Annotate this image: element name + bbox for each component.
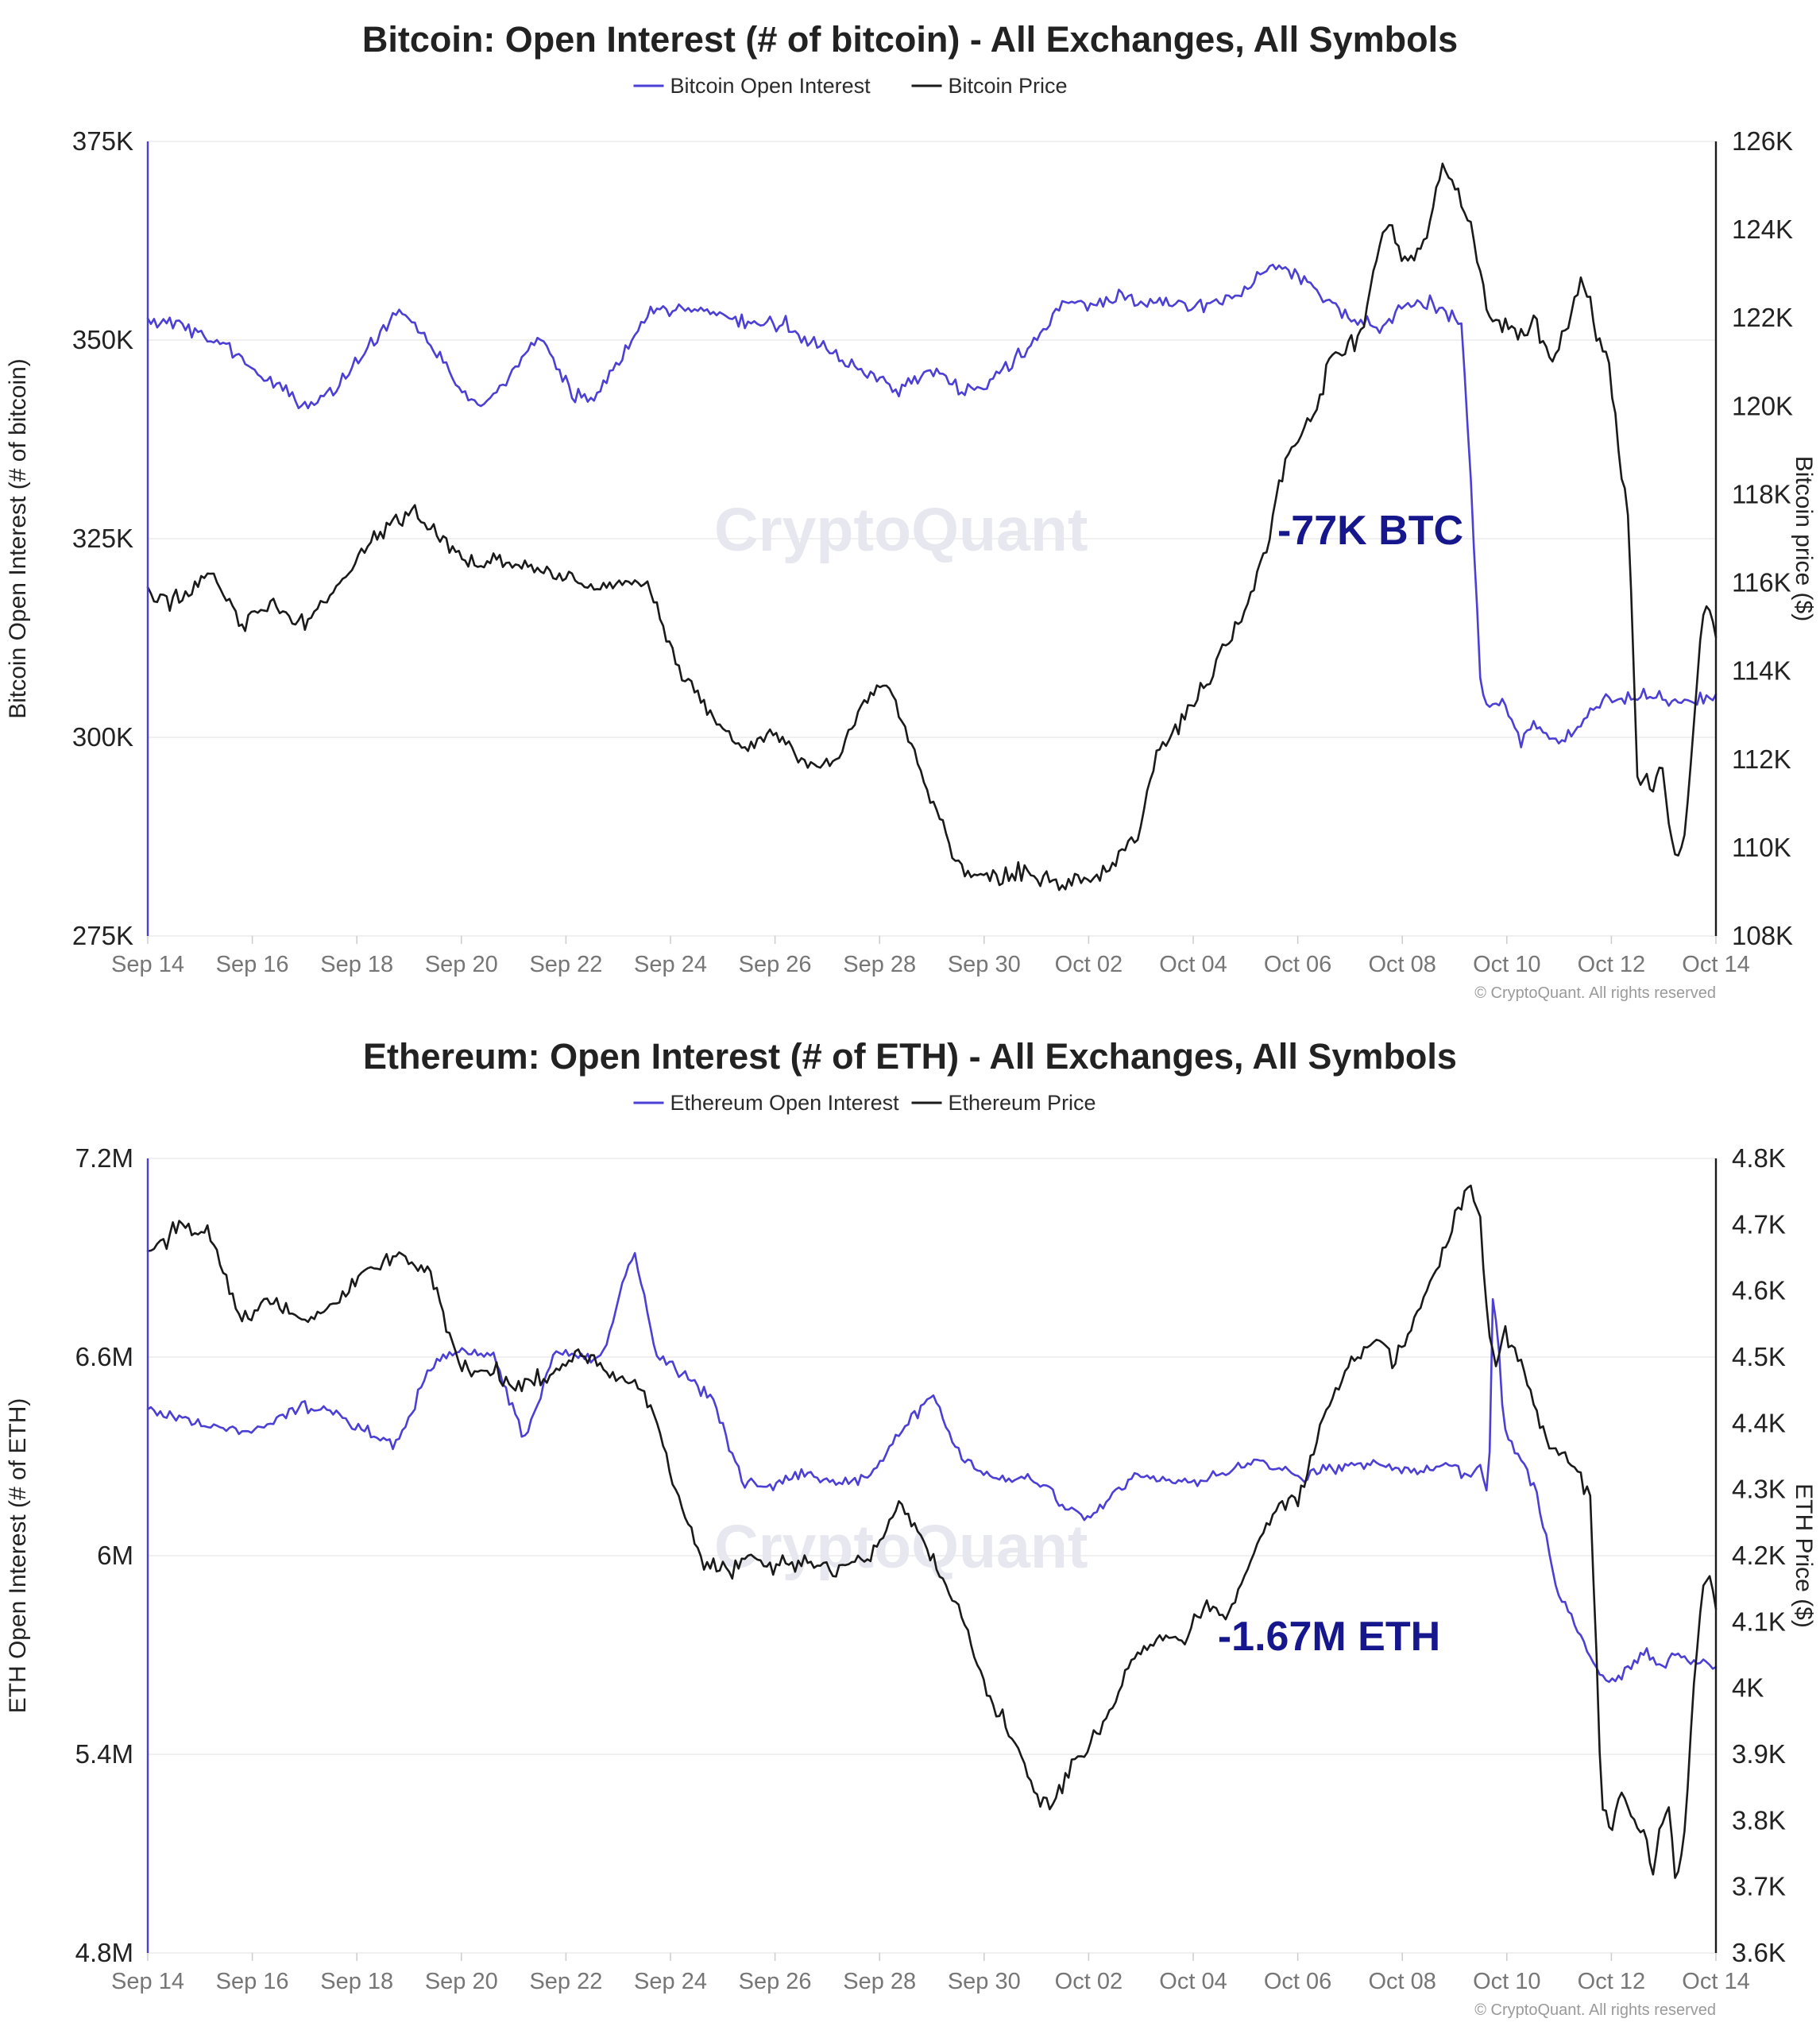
svg-text:Oct 10: Oct 10 [1473, 1969, 1540, 1994]
svg-text:4K: 4K [1732, 1673, 1764, 1703]
svg-text:Sep 20: Sep 20 [425, 1969, 498, 1994]
svg-text:Bitcoin: Open Interest (# of b: Bitcoin: Open Interest (# of bitcoin) - … [362, 19, 1458, 60]
svg-text:Oct 02: Oct 02 [1055, 1969, 1123, 1994]
svg-text:Sep 14: Sep 14 [111, 952, 184, 977]
svg-text:Bitcoin price ($): Bitcoin price ($) [1791, 456, 1817, 621]
svg-text:Ethereum Price: Ethereum Price [949, 1091, 1096, 1115]
svg-text:116K: 116K [1732, 568, 1791, 597]
svg-text:Oct 06: Oct 06 [1264, 1969, 1331, 1994]
svg-text:4.3K: 4.3K [1732, 1475, 1786, 1504]
svg-text:124K: 124K [1732, 215, 1793, 244]
svg-text:4.8M: 4.8M [75, 1938, 133, 1967]
svg-text:Sep 16: Sep 16 [216, 952, 289, 977]
svg-text:114K: 114K [1732, 656, 1791, 686]
svg-text:Sep 18: Sep 18 [320, 952, 393, 977]
svg-text:Ethereum Open Interest: Ethereum Open Interest [670, 1091, 900, 1115]
svg-text:275K: 275K [72, 921, 133, 950]
svg-text:Oct 10: Oct 10 [1473, 952, 1540, 977]
svg-text:300K: 300K [72, 722, 133, 752]
svg-text:350K: 350K [72, 325, 133, 354]
svg-text:122K: 122K [1732, 303, 1793, 332]
svg-text:Oct 04: Oct 04 [1159, 1969, 1227, 1994]
svg-text:3.9K: 3.9K [1732, 1739, 1786, 1769]
svg-text:Sep 14: Sep 14 [111, 1969, 184, 1994]
svg-text:Sep 28: Sep 28 [843, 1969, 916, 1994]
svg-text:Oct 12: Oct 12 [1578, 1969, 1645, 1994]
svg-text:Sep 22: Sep 22 [529, 952, 602, 977]
svg-text:CryptoQuant: CryptoQuant [714, 1513, 1088, 1581]
svg-text:Sep 26: Sep 26 [739, 952, 812, 977]
svg-text:Sep 26: Sep 26 [739, 1969, 812, 1994]
svg-text:ETH Open Interest (# of ETH): ETH Open Interest (# of ETH) [5, 1398, 31, 1714]
svg-text:Sep 28: Sep 28 [843, 952, 916, 977]
svg-text:Oct 08: Oct 08 [1368, 1969, 1436, 1994]
svg-text:4.8K: 4.8K [1732, 1143, 1786, 1173]
svg-text:Oct 14: Oct 14 [1682, 1969, 1749, 1994]
svg-text:3.7K: 3.7K [1732, 1872, 1786, 1901]
svg-text:4.6K: 4.6K [1732, 1276, 1786, 1305]
svg-text:5.4M: 5.4M [75, 1739, 133, 1769]
svg-text:Sep 20: Sep 20 [425, 952, 498, 977]
svg-text:-1.67M ETH: -1.67M ETH [1218, 1614, 1440, 1660]
svg-text:118K: 118K [1732, 479, 1791, 508]
svg-text:Oct 04: Oct 04 [1159, 952, 1227, 977]
svg-text:Bitcoin Open Interest (# of bi: Bitcoin Open Interest (# of bitcoin) [5, 358, 31, 719]
svg-text:3.6K: 3.6K [1732, 1938, 1786, 1967]
svg-text:Sep 18: Sep 18 [320, 1969, 393, 1994]
svg-text:Bitcoin Open Interest: Bitcoin Open Interest [670, 74, 871, 98]
svg-text:-77K BTC: -77K BTC [1277, 508, 1463, 554]
svg-text:112K: 112K [1732, 744, 1791, 774]
svg-text:110K: 110K [1732, 833, 1791, 862]
svg-text:108K: 108K [1732, 921, 1793, 950]
svg-text:6.6M: 6.6M [75, 1342, 133, 1371]
svg-text:Sep 16: Sep 16 [216, 1969, 289, 1994]
svg-text:4.7K: 4.7K [1732, 1209, 1786, 1239]
svg-text:325K: 325K [72, 524, 133, 553]
svg-text:CryptoQuant: CryptoQuant [714, 496, 1088, 564]
svg-text:Oct 08: Oct 08 [1368, 952, 1436, 977]
svg-text:6M: 6M [97, 1541, 133, 1570]
svg-text:4.4K: 4.4K [1732, 1408, 1786, 1437]
svg-text:Sep 22: Sep 22 [529, 1969, 602, 1994]
svg-text:Bitcoin Price: Bitcoin Price [949, 74, 1068, 98]
svg-text:Oct 06: Oct 06 [1264, 952, 1331, 977]
svg-text:375K: 375K [72, 126, 133, 156]
svg-text:Sep 30: Sep 30 [948, 1969, 1021, 1994]
svg-text:© CryptoQuant. All rights rese: © CryptoQuant. All rights reserved [1474, 984, 1716, 1002]
svg-text:Oct 02: Oct 02 [1055, 952, 1123, 977]
svg-text:Sep 24: Sep 24 [634, 952, 707, 977]
svg-text:4.2K: 4.2K [1732, 1541, 1786, 1570]
svg-text:Sep 30: Sep 30 [948, 952, 1021, 977]
svg-text:120K: 120K [1732, 391, 1793, 420]
svg-text:4.1K: 4.1K [1732, 1607, 1786, 1636]
svg-text:Oct 12: Oct 12 [1578, 952, 1645, 977]
svg-text:126K: 126K [1732, 126, 1793, 156]
svg-text:4.5K: 4.5K [1732, 1342, 1786, 1371]
svg-text:Ethereum: Open Interest (# of: Ethereum: Open Interest (# of ETH) - All… [363, 1036, 1457, 1077]
svg-text:© CryptoQuant. All rights rese: © CryptoQuant. All rights reserved [1474, 2001, 1716, 2019]
svg-text:ETH Price ($): ETH Price ($) [1791, 1483, 1817, 1628]
svg-text:Sep 24: Sep 24 [634, 1969, 707, 1994]
svg-text:7.2M: 7.2M [75, 1143, 133, 1173]
svg-text:3.8K: 3.8K [1732, 1805, 1786, 1835]
svg-text:Oct 14: Oct 14 [1682, 952, 1749, 977]
